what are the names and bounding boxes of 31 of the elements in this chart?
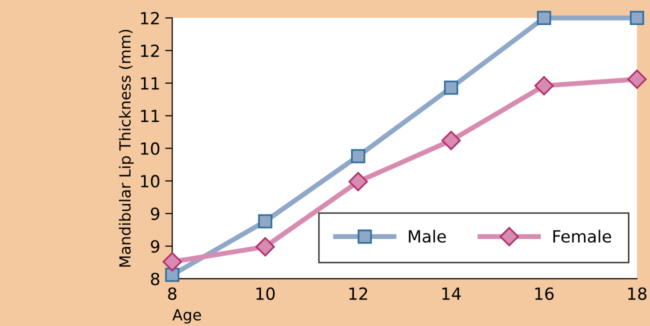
y-tick-label: 10 <box>141 142 160 155</box>
y-tick-label: 8 <box>150 272 160 286</box>
y-tick-label: 9 <box>150 240 160 253</box>
x-tick-label: 16 <box>535 287 554 300</box>
y-tick-label: 9 <box>150 207 160 220</box>
point <box>258 214 272 228</box>
point <box>536 10 552 26</box>
point <box>162 252 182 272</box>
point <box>444 80 458 95</box>
point <box>630 10 644 26</box>
y-tick-label: 11 <box>141 77 159 90</box>
y-tick-label: 11 <box>141 110 159 122</box>
point <box>441 130 461 150</box>
x-tick-label: 18 <box>628 287 646 300</box>
x-tick-label: 10 <box>256 287 275 300</box>
x-tick-label: 12 <box>349 287 368 300</box>
y-axis-title: Mandibular Lip Thickness (mm) <box>118 30 134 267</box>
point <box>348 172 368 192</box>
point <box>534 76 554 96</box>
x-tick-label: 8 <box>168 287 176 300</box>
y-tick-label: 10 <box>141 174 160 188</box>
legend-label: Male <box>408 230 446 243</box>
y-tick-label: 12 <box>141 44 159 57</box>
x-axis-title: Age <box>172 309 201 324</box>
point <box>351 149 366 164</box>
legend-label: Female <box>553 230 612 243</box>
x-tick-label: 14 <box>442 288 461 300</box>
point <box>256 237 275 256</box>
point <box>165 268 180 282</box>
y-tick-label: 12 <box>141 12 159 24</box>
point <box>627 70 647 89</box>
